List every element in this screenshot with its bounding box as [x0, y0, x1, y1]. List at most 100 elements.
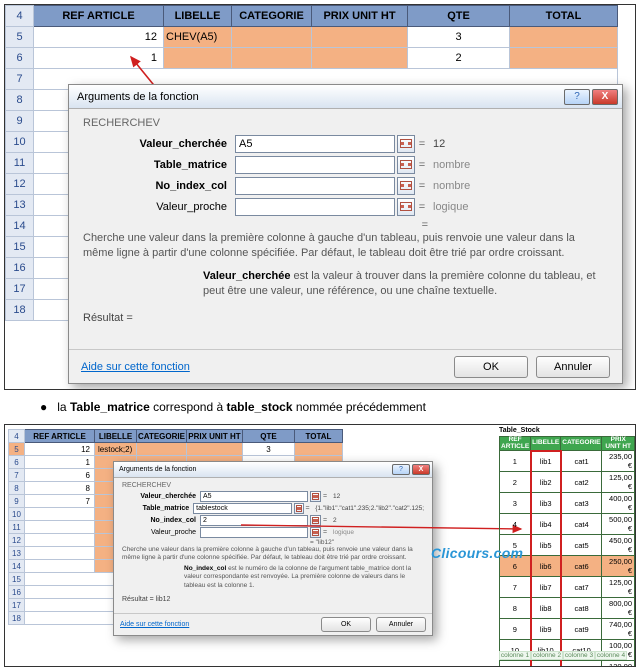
- cell[interactable]: 8: [25, 482, 95, 495]
- stock-cell-prix: 125,00 €: [602, 472, 635, 493]
- equals-label: =: [415, 180, 429, 192]
- cell-qte[interactable]: 3: [408, 27, 510, 48]
- result-label: Résultat = lib12: [122, 596, 424, 603]
- row-header: 10: [6, 132, 34, 153]
- arg-label: Valeur_cherchée: [122, 493, 200, 500]
- row-header: 17: [9, 599, 25, 612]
- bullet-mid: correspond à: [150, 400, 227, 414]
- stock-cell-ref: 7: [500, 577, 531, 598]
- range-picker-icon[interactable]: [397, 177, 415, 195]
- cell[interactable]: [25, 521, 95, 534]
- range-picker-icon[interactable]: [397, 198, 415, 216]
- cancel-button[interactable]: Annuler: [536, 356, 610, 378]
- dialog-titlebar[interactable]: Arguments de la fonction ? X: [114, 462, 432, 478]
- row-header: 9: [6, 111, 34, 132]
- stock-col-cat: CATEGORIE: [561, 437, 602, 451]
- cell[interactable]: 3: [242, 443, 294, 456]
- cell[interactable]: [25, 534, 95, 547]
- cell[interactable]: 12: [25, 443, 95, 456]
- table-matrice-input[interactable]: [193, 503, 292, 514]
- watermark: Clicours.com: [431, 545, 523, 561]
- cell[interactable]: [137, 443, 187, 456]
- stock-cell-ref: 9: [500, 619, 531, 640]
- bullet-note: ● la Table_matrice correspond à table_st…: [40, 400, 643, 414]
- arg-hint: nombre: [429, 159, 470, 171]
- range-picker-icon[interactable]: [310, 527, 321, 538]
- row-header: 11: [9, 521, 25, 534]
- stock-cell-lib: lib8: [531, 598, 561, 619]
- cell[interactable]: [510, 48, 618, 69]
- cell[interactable]: [25, 508, 95, 521]
- cell[interactable]: lestock;2): [95, 443, 137, 456]
- cell[interactable]: [232, 48, 312, 69]
- row-header: 18: [6, 300, 34, 321]
- col-header-prix: PRIX UNIT HT: [312, 6, 408, 27]
- cell[interactable]: [510, 27, 618, 48]
- valeur-proche-input[interactable]: [200, 527, 308, 538]
- function-arguments-dialog: Arguments de la fonction ? X RECHERCHEV …: [68, 84, 623, 384]
- valeur-cherchee-input[interactable]: [235, 135, 395, 153]
- stock-row: 4lib4cat4500,00 €: [500, 514, 635, 535]
- cell[interactable]: 1: [25, 456, 95, 469]
- arg-row-table-matrice: Table_matrice = nombre: [83, 156, 608, 174]
- row-header: 12: [6, 174, 34, 195]
- stock-cell-prix: 125,00 €: [602, 577, 635, 598]
- arg-label: No_index_col: [83, 180, 235, 192]
- arg-hint: 2: [329, 517, 337, 524]
- arg-desc-label: Valeur_cherchée: [203, 270, 290, 282]
- help-link[interactable]: Aide sur cette fonction: [81, 361, 190, 373]
- equals-label: =: [321, 529, 329, 536]
- col-footer-3: colonne 3: [563, 651, 595, 660]
- cell-qte[interactable]: 2: [408, 48, 510, 69]
- cancel-button[interactable]: Annuler: [376, 617, 426, 632]
- top-panel: 4 REF ARTICLE LIBELLE CATEGORIE PRIX UNI…: [4, 4, 636, 390]
- row-header: 4: [9, 430, 25, 443]
- table-matrice-input[interactable]: [235, 156, 395, 174]
- arg-hint: logique: [329, 529, 354, 536]
- close-button[interactable]: X: [592, 89, 618, 105]
- help-button[interactable]: ?: [392, 464, 410, 475]
- range-picker-icon[interactable]: [397, 135, 415, 153]
- close-button[interactable]: X: [412, 464, 430, 475]
- stock-cell-cat: cat8: [561, 598, 602, 619]
- cell[interactable]: [25, 547, 95, 560]
- ok-button[interactable]: OK: [454, 356, 528, 378]
- cell-ref[interactable]: 1: [34, 48, 164, 69]
- valeur-cherchee-input[interactable]: [200, 491, 308, 502]
- range-picker-icon[interactable]: [294, 503, 304, 514]
- cell[interactable]: [312, 27, 408, 48]
- equals-label: =: [321, 493, 329, 500]
- cell[interactable]: 6: [25, 469, 95, 482]
- cell[interactable]: [186, 443, 242, 456]
- cell[interactable]: [294, 443, 342, 456]
- cell[interactable]: [232, 27, 312, 48]
- cell[interactable]: [164, 48, 232, 69]
- cell[interactable]: 7: [25, 495, 95, 508]
- stock-cell-ref: 3: [500, 493, 531, 514]
- range-picker-icon[interactable]: [310, 491, 321, 502]
- help-button[interactable]: ?: [564, 89, 590, 105]
- help-link[interactable]: Aide sur cette fonction: [120, 621, 189, 628]
- arg-row-valeur-cherchee: Valeur_cherchée = 12: [83, 135, 608, 153]
- ok-button[interactable]: OK: [321, 617, 371, 632]
- dialog-titlebar[interactable]: Arguments de la fonction ? X: [69, 85, 622, 109]
- cell-ref[interactable]: 12: [34, 27, 164, 48]
- col-header-qte: QTE: [242, 430, 294, 443]
- no-index-col-input[interactable]: [235, 177, 395, 195]
- arg-desc-label: No_index_col: [184, 565, 226, 572]
- range-picker-icon[interactable]: [397, 156, 415, 174]
- arg-description: No_index_col est le numéro de la colonne…: [184, 565, 424, 589]
- cell[interactable]: [312, 48, 408, 69]
- range-picker-icon[interactable]: [310, 515, 321, 526]
- no-index-col-input[interactable]: [200, 515, 308, 526]
- valeur-proche-input[interactable]: [235, 198, 395, 216]
- stock-cell-lib: lib7: [531, 577, 561, 598]
- stock-row: 11lib11cat11120,00 €: [500, 661, 635, 668]
- cell-lib-formula[interactable]: CHEV(A5): [164, 27, 232, 48]
- stock-row: 1lib1cat1235,00 €: [500, 451, 635, 472]
- cell[interactable]: [25, 560, 95, 573]
- row-header: 11: [6, 153, 34, 174]
- stock-cell-cat: cat3: [561, 493, 602, 514]
- stock-cell-cat: cat11: [561, 661, 602, 668]
- col-header-ref: REF ARTICLE: [34, 6, 164, 27]
